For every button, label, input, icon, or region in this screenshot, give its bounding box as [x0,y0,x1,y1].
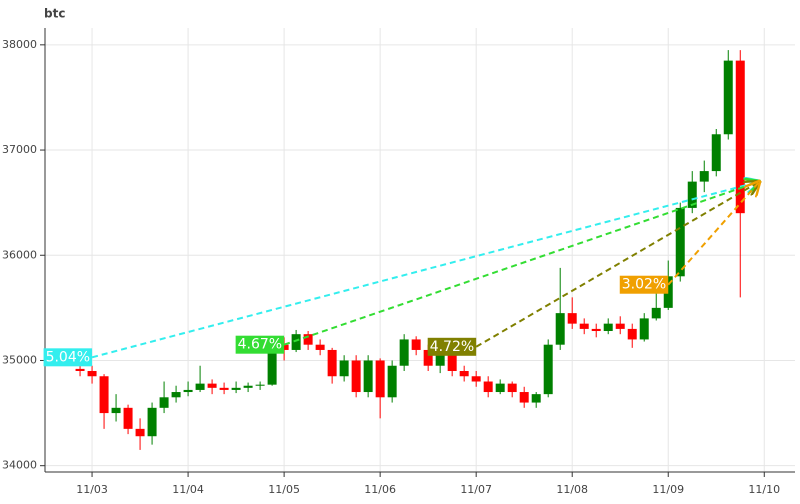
candle-body [615,323,625,329]
candle-body [459,370,469,377]
chart-title: btc [44,7,65,21]
candle-body [351,360,361,393]
candle-body [411,339,421,350]
x-tick-label: 11/07 [460,483,492,496]
annotation-label: 5.04% [46,349,90,365]
annotation-box [427,337,477,356]
candle-body [363,360,373,393]
candle-body [543,344,553,395]
candle-body [219,387,229,390]
candle-body [147,407,157,437]
candle-body [699,171,709,182]
candle-body [711,134,721,172]
candle-body [99,376,109,414]
candle-body [243,385,253,388]
candle-body [555,313,565,345]
candle-body [483,381,493,393]
candle-body [675,207,685,277]
annotation-label: 4.67% [238,337,282,353]
candle-body [267,344,277,385]
candle-body [447,355,457,371]
annotation-arrow [475,182,759,348]
y-tick-label: 37000 [2,143,37,156]
y-tick-label: 35000 [2,353,37,366]
candle-body [627,328,637,340]
candle-body [291,334,301,350]
annotation-label: 4.72% [430,339,474,355]
annotation-box [235,335,285,354]
annotation-arrow [283,182,759,346]
candle-body [171,392,181,398]
candle-body [723,60,733,135]
candle-body [375,360,385,398]
y-tick-label: 36000 [2,248,37,261]
candle-body [567,313,577,324]
annotation-arrow [91,182,759,359]
candle-body [651,307,661,319]
y-tick-label: 38000 [2,38,37,51]
candle-body [327,349,337,377]
y-tick-label: 34000 [2,459,37,472]
candle-body [159,397,169,408]
candle-body [423,349,433,366]
candle-body [183,389,193,393]
candle-body [387,365,397,398]
candle-body [399,339,409,366]
annotation-label: 3.02% [622,277,666,293]
candle-body [303,334,313,345]
candle-body [111,407,121,414]
candle-body [735,60,745,214]
candle-body [507,383,517,393]
x-tick-label: 11/06 [364,483,396,496]
candle-body [687,181,697,208]
x-tick-label: 11/09 [652,483,684,496]
candle-body [123,407,133,429]
x-tick-label: 11/08 [556,483,588,496]
candle-body [435,355,445,366]
candle-body [75,368,85,371]
candle-body [471,376,481,382]
x-tick-label: 11/05 [268,483,300,496]
annotation-box [619,275,669,294]
candle-body [591,328,601,332]
candle-body [195,383,205,390]
candle-body [255,384,265,386]
candle-body [231,387,241,390]
candle-body [207,383,217,388]
candle-body [495,383,505,393]
x-tick-label: 11/04 [172,483,204,496]
annotation-arrow [667,182,759,286]
candle-body [519,392,529,403]
candle-body [339,360,349,377]
candle-body [87,370,97,377]
candle-body [531,394,541,403]
candle-body [579,323,589,329]
candle-body [603,323,613,332]
candle-body [639,318,649,340]
x-tick-label: 11/03 [76,483,108,496]
candle-body [315,344,325,350]
candle-body [135,428,145,437]
x-tick-label: 11/10 [748,483,780,496]
annotation-box [43,348,93,367]
